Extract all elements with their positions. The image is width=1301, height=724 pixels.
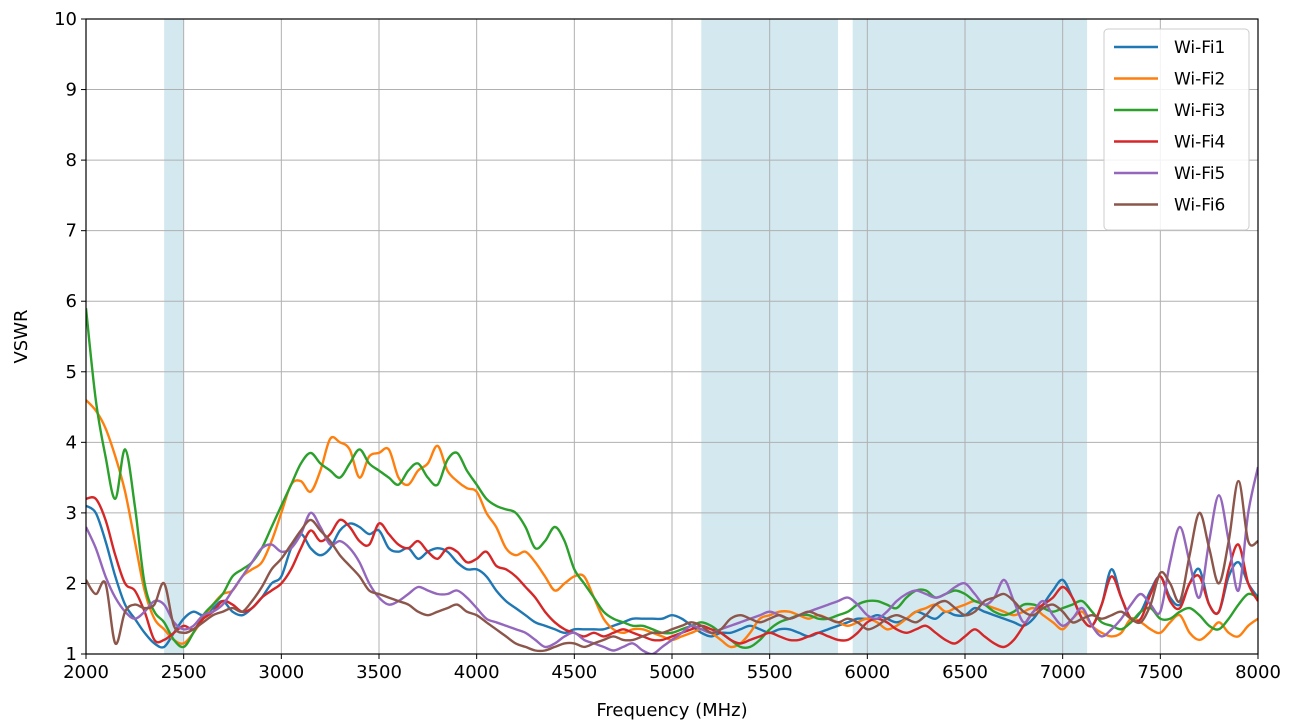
legend-label: Wi-Fi4 [1174, 133, 1225, 153]
series-line-wi-fi4 [86, 496, 1258, 649]
y-tick-label: 6 [66, 291, 77, 312]
y-tick-label: 1 [66, 644, 77, 665]
x-tick-label: 2500 [161, 662, 207, 683]
x-tick-label: 3000 [258, 662, 304, 683]
legend-label: Wi-Fi1 [1174, 38, 1225, 58]
x-tick-label: 8000 [1235, 662, 1281, 683]
x-tick-label: 4500 [551, 662, 597, 683]
x-axis-ticks: 2000 2500 3000 3500 4000 4500 5000 5500 6000 6500… [63, 654, 1281, 683]
y-tick-label: 10 [54, 9, 77, 30]
x-tick-label: 6500 [942, 662, 988, 683]
x-tick-label: 3500 [356, 662, 402, 683]
series-line-wi-fi6 [86, 479, 1258, 653]
y-tick-label: 9 [66, 80, 77, 101]
y-tick-label: 8 [66, 150, 77, 171]
y-tick-label: 5 [66, 362, 77, 383]
x-tick-label: 7500 [1137, 662, 1183, 683]
legend-label: Wi-Fi2 [1174, 70, 1225, 90]
legend-label: Wi-Fi3 [1174, 101, 1225, 121]
y-tick-label: 2 [66, 573, 77, 594]
x-tick-label: 2000 [63, 662, 109, 683]
series-line-wi-fi3 [86, 308, 1258, 649]
x-tick-label: 6000 [844, 662, 890, 683]
series-line-wi-fi1 [86, 504, 1258, 649]
y-axis-ticks: 1 2 3 4 5 6 7 8 9 10 [54, 9, 86, 665]
y-tick-label: 7 [66, 221, 77, 242]
legend-label: Wi-Fi5 [1174, 164, 1225, 184]
grid-lines [85, 18, 1259, 655]
legend: Wi-Fi1 Wi-Fi2 Wi-Fi3 Wi-Fi4 Wi-Fi5 Wi-Fi6 [1103, 28, 1250, 231]
y-axis-title: VSWR [11, 309, 32, 363]
shaded-band-1 [164, 19, 184, 654]
series-lines [86, 308, 1258, 654]
x-axis-title: Frequency (MHz) [596, 700, 747, 721]
frequency-bands [164, 19, 1088, 654]
shaded-band-3 [852, 19, 1088, 654]
x-tick-label: 5000 [649, 662, 695, 683]
x-tick-label: 4000 [454, 662, 500, 683]
x-tick-label: 5500 [747, 662, 793, 683]
x-tick-label: 7000 [1040, 662, 1086, 683]
legend-label: Wi-Fi6 [1174, 196, 1225, 216]
y-tick-label: 3 [66, 503, 77, 524]
series-line-wi-fi5 [86, 466, 1258, 654]
y-tick-label: 4 [66, 432, 77, 453]
